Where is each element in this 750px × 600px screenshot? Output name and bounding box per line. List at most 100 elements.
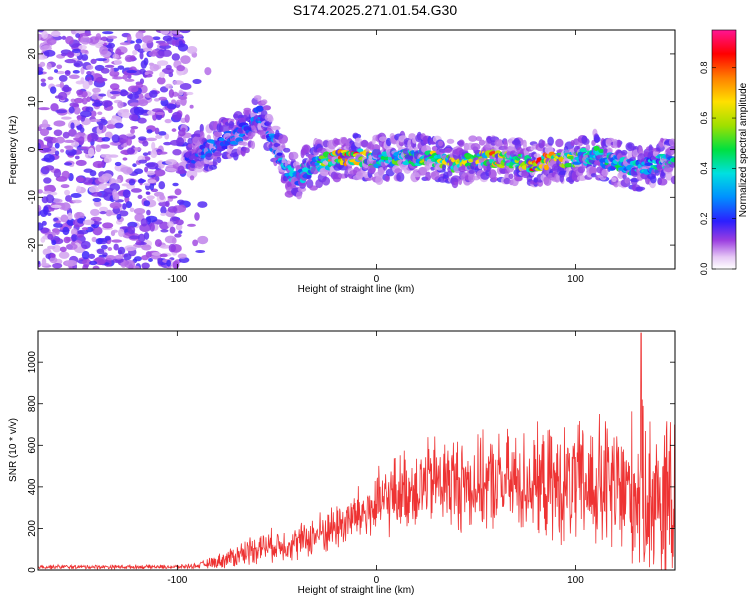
noise-blob	[41, 220, 47, 226]
signal-halo	[214, 131, 223, 138]
colorbar-tick-label: 0.6	[699, 112, 709, 125]
noise-blob	[109, 141, 121, 146]
signal-halo	[576, 175, 587, 182]
noise-blob	[54, 228, 60, 235]
noise-blob	[67, 51, 75, 59]
noise-blob	[148, 258, 153, 262]
noise-blob	[58, 74, 68, 82]
noise-blob	[186, 46, 198, 54]
signal-halo	[666, 146, 675, 156]
noise-blob	[154, 127, 160, 135]
signal-halo	[442, 164, 447, 171]
noise-blob	[71, 48, 81, 54]
noise-blob	[68, 74, 80, 79]
noise-blob	[176, 64, 185, 72]
noise-blob	[102, 31, 114, 35]
signal-halo	[375, 175, 384, 185]
spectrogram-x-tick-label: 0	[374, 274, 380, 285]
noise-blob	[80, 35, 91, 45]
noise-blob	[47, 76, 54, 81]
noise-blob	[72, 199, 82, 204]
noise-blob	[55, 109, 68, 114]
noise-blob	[153, 98, 160, 102]
noise-blob	[160, 30, 170, 35]
noise-blob	[68, 128, 77, 137]
noise-blob	[75, 159, 87, 166]
snr-x-tick-label: -100	[167, 575, 187, 586]
noise-blob	[53, 69, 59, 73]
snr-frame	[37, 330, 676, 571]
noise-blob	[64, 70, 71, 76]
noise-blob	[149, 182, 155, 191]
noise-blob	[139, 51, 144, 60]
colorbar-tick-label: 0.0	[699, 263, 709, 276]
noise-blob	[158, 131, 167, 136]
noise-blob	[65, 243, 78, 250]
noise-blob	[159, 253, 168, 258]
noise-blob	[64, 145, 72, 149]
noise-blob	[75, 33, 81, 39]
noise-blob	[65, 259, 78, 267]
noise-blob	[117, 134, 129, 144]
noise-blob	[38, 222, 44, 231]
signal-halo	[289, 151, 299, 160]
signal-halo	[378, 136, 388, 142]
snr-series-line	[38, 332, 675, 570]
noise-blob	[124, 245, 137, 252]
noise-blob	[171, 99, 177, 104]
noise-blob	[54, 95, 64, 99]
noise-blob	[112, 229, 118, 233]
noise-blob	[93, 200, 102, 207]
signal-halo	[590, 173, 597, 178]
signal-halo	[216, 156, 222, 164]
noise-blob	[68, 106, 75, 114]
noise-blob	[104, 235, 111, 241]
noise-blob	[126, 137, 132, 146]
noise-blob	[52, 262, 63, 269]
noise-blob	[67, 212, 73, 221]
noise-blob	[63, 236, 71, 244]
noise-blob	[50, 103, 59, 112]
noise-blob	[119, 90, 129, 96]
signal-halo	[295, 191, 303, 200]
spectrogram-x-tick-label: 100	[567, 274, 584, 285]
noise-blob	[80, 77, 85, 84]
signal-halo	[533, 153, 541, 158]
noise-blob	[141, 244, 152, 251]
noise-blob	[95, 58, 108, 62]
signal-halo	[220, 124, 231, 133]
noise-blob	[165, 167, 177, 172]
noise-blob	[152, 36, 161, 41]
noise-blob	[80, 116, 86, 122]
signal-halo	[541, 140, 546, 147]
noise-blob	[52, 198, 63, 203]
noise-blob	[151, 252, 162, 256]
signal-halo	[475, 136, 483, 142]
noise-blob	[91, 102, 103, 107]
noise-blob	[53, 120, 66, 127]
noise-blob	[144, 71, 149, 75]
noise-blob	[47, 245, 56, 250]
signal-halo	[559, 170, 568, 176]
noise-blob	[111, 239, 122, 243]
noise-blob	[177, 43, 189, 52]
figure-title: S174.2025.271.01.54.G30	[292, 2, 458, 18]
noise-blob	[132, 49, 138, 56]
noise-blob	[45, 194, 55, 204]
signal-halo	[470, 142, 481, 151]
signal-core	[357, 148, 364, 153]
noise-blob	[160, 229, 169, 233]
signal-halo	[444, 147, 453, 154]
signal-core	[543, 164, 550, 171]
noise-blob	[141, 254, 149, 261]
noise-blob	[111, 134, 120, 143]
noise-blob	[171, 128, 177, 132]
colorbar-gradient	[711, 29, 737, 270]
noise-blob	[130, 128, 135, 135]
noise-blob	[88, 186, 100, 194]
noise-blob	[148, 90, 158, 98]
noise-blob	[50, 191, 58, 196]
noise-blob	[142, 35, 154, 44]
noise-blob	[79, 127, 85, 133]
